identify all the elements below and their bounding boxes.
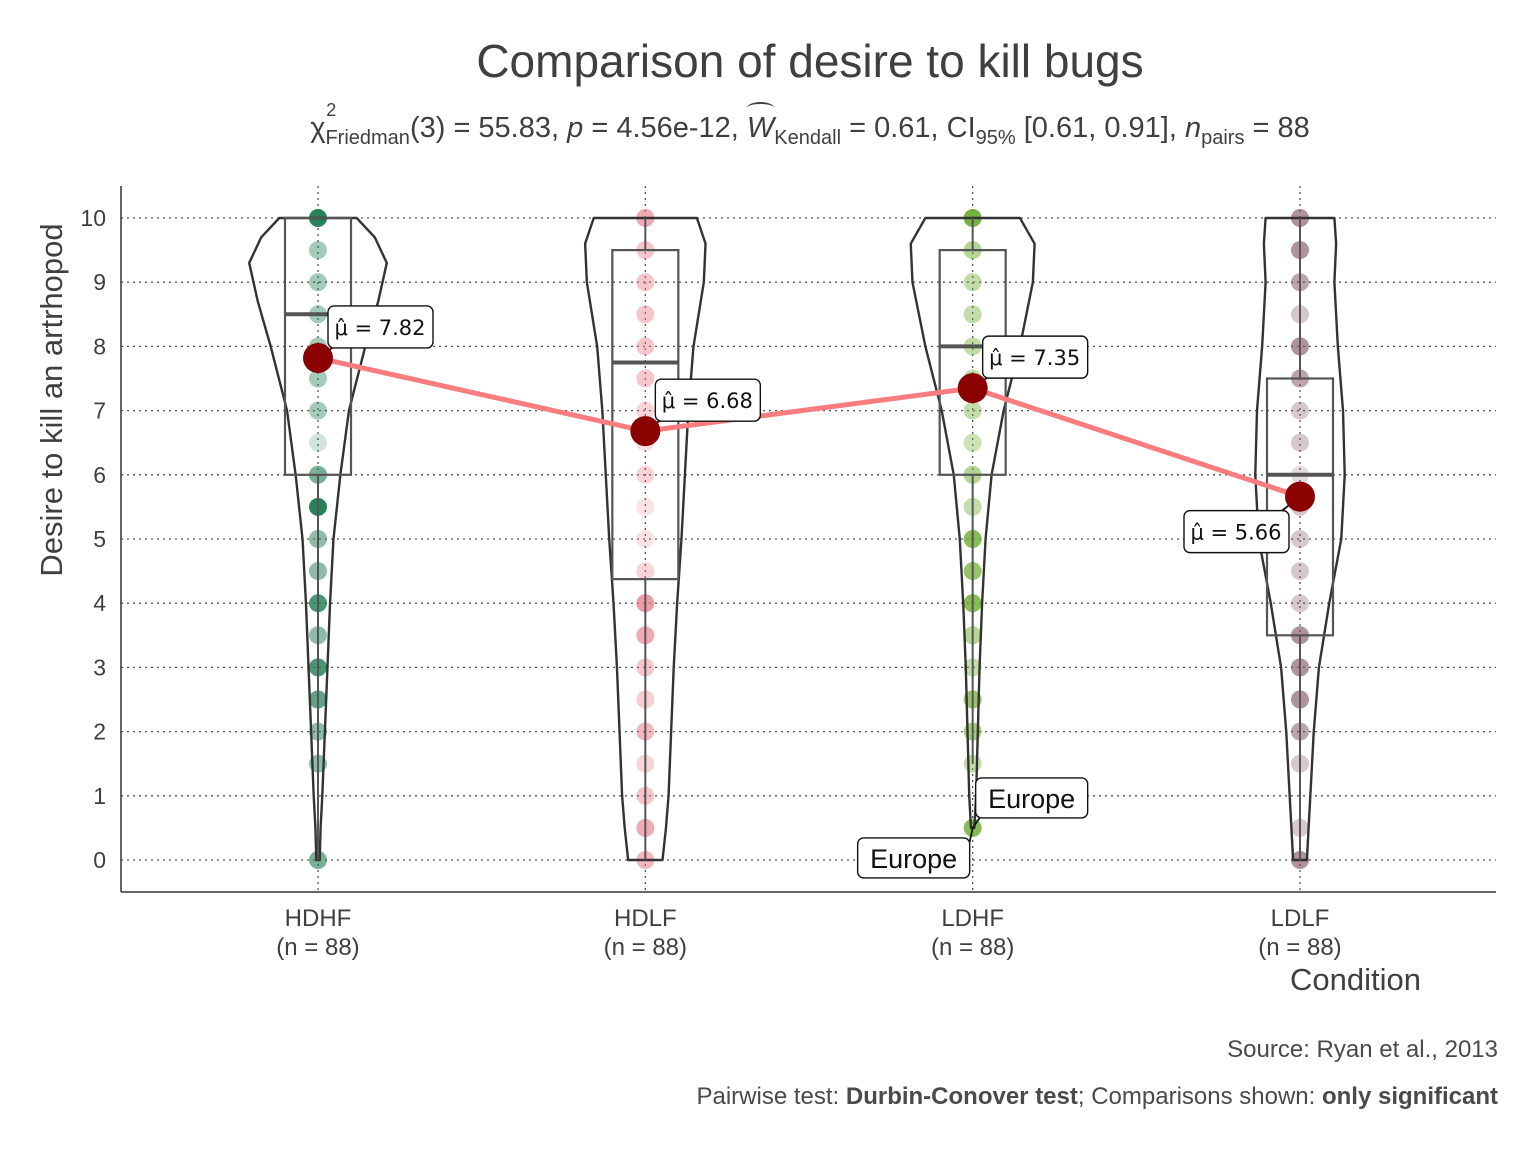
data-point bbox=[636, 562, 655, 581]
pairwise-note: Pairwise test: Durbin-Conover test; Comp… bbox=[696, 1083, 1498, 1111]
data-point bbox=[636, 465, 655, 484]
chi-sup: 2 bbox=[326, 100, 337, 120]
y-tick-label: 7 bbox=[93, 398, 106, 424]
mean-point bbox=[1285, 481, 1315, 512]
w-symbol: W bbox=[746, 102, 775, 144]
y-tick-label: 3 bbox=[93, 654, 106, 680]
data-point bbox=[963, 433, 982, 452]
data-point bbox=[963, 273, 982, 292]
x-tick-label: LDLF bbox=[1271, 905, 1330, 932]
x-tick-label: LDHF bbox=[941, 905, 1004, 932]
outlier-leader bbox=[968, 827, 974, 843]
data-point bbox=[636, 273, 655, 292]
x-tick-count: (n = 88) bbox=[604, 934, 687, 961]
mean-label-box bbox=[981, 335, 1089, 379]
ci-value: [0.61, 0.91], bbox=[1015, 112, 1185, 144]
chart-subtitle: χ 2 Friedman(3) = 55.83, p = 4.56e-12, WKe… bbox=[0, 100, 1536, 150]
y-tick-label: 4 bbox=[93, 590, 106, 616]
y-axis-label: Desire to kill an artrhopod bbox=[34, 223, 69, 577]
mean-line bbox=[317, 355, 1301, 500]
violin-outline bbox=[248, 216, 388, 862]
data-point bbox=[636, 497, 655, 516]
p-symbol: p bbox=[567, 112, 584, 144]
outlier-label-box bbox=[974, 777, 1089, 819]
data-point bbox=[636, 305, 655, 324]
mean-label-text: μ̂ = 7.35 bbox=[989, 346, 1080, 370]
data-point bbox=[1291, 562, 1309, 581]
x-tick-count: (n = 88) bbox=[1258, 934, 1341, 961]
outlier-leader bbox=[971, 817, 981, 829]
x-tick-label: HDHF bbox=[285, 905, 352, 932]
data-point bbox=[309, 273, 327, 292]
violin-outline bbox=[583, 216, 707, 862]
violin-outline bbox=[1254, 216, 1346, 862]
data-point bbox=[1291, 594, 1309, 613]
n-sub: pairs bbox=[1201, 127, 1245, 149]
chi-value: (3) = 55.83, bbox=[409, 112, 568, 144]
chart-title: Comparison of desire to kill bugs bbox=[476, 35, 1144, 87]
data-point bbox=[309, 401, 327, 420]
chi-sub: Friedman bbox=[325, 127, 410, 149]
data-point bbox=[636, 369, 655, 388]
y-tick-label: 8 bbox=[93, 333, 106, 359]
data-point bbox=[309, 433, 327, 452]
y-tick-label: 1 bbox=[93, 783, 106, 809]
n-value: = 88 bbox=[1244, 112, 1310, 144]
outlier-label-text: Europe bbox=[870, 844, 957, 874]
y-tick-label: 9 bbox=[93, 269, 106, 295]
mean-label-text: μ̂ = 6.68 bbox=[662, 389, 753, 413]
w-sub: Kendall bbox=[774, 127, 842, 149]
data-point bbox=[636, 530, 655, 548]
data-point bbox=[636, 337, 655, 356]
outlier-label-text: Europe bbox=[988, 784, 1075, 814]
mean-point bbox=[957, 373, 988, 404]
x-tick-count: (n = 88) bbox=[931, 934, 1014, 961]
y-tick-label: 10 bbox=[80, 205, 106, 231]
ci-sub: 95% bbox=[975, 127, 1016, 149]
w-value: = 0.61, CI bbox=[841, 112, 976, 144]
comparisons-prefix: ; Comparisons shown: bbox=[1077, 1083, 1322, 1110]
mean-label-box bbox=[327, 305, 434, 349]
data-point bbox=[309, 241, 327, 260]
pairwise-test: Durbin-Conover test bbox=[845, 1083, 1078, 1110]
mean-point bbox=[303, 342, 333, 373]
x-tick-label: HDLF bbox=[614, 905, 677, 932]
mean-label-text: μ̂ = 5.66 bbox=[1190, 521, 1281, 545]
y-tick-label: 6 bbox=[93, 462, 106, 488]
data-point bbox=[309, 369, 327, 388]
x-tick-count: (n = 88) bbox=[276, 934, 359, 961]
mean-label-text: μ̂ = 7.82 bbox=[334, 316, 425, 340]
data-point bbox=[963, 305, 982, 324]
n-symbol: n bbox=[1184, 112, 1202, 144]
data-point bbox=[963, 401, 982, 420]
mean-point bbox=[630, 416, 661, 447]
y-tick-label: 0 bbox=[93, 847, 106, 873]
x-axis-label: Condition bbox=[1290, 962, 1421, 997]
pairwise-prefix: Pairwise test: bbox=[696, 1083, 846, 1110]
comparisons-value: only significant bbox=[1321, 1083, 1498, 1110]
caption: Source: Ryan et al., 2013 bbox=[1227, 1036, 1498, 1063]
data-point bbox=[1291, 401, 1309, 420]
outlier-label-box bbox=[856, 837, 971, 879]
p-value: = 4.56e-12, bbox=[583, 112, 747, 144]
y-tick-label: 5 bbox=[93, 526, 106, 552]
mean-label-box bbox=[1183, 509, 1290, 554]
chi-symbol: χ 2 Friedman bbox=[310, 100, 410, 149]
violin-outline bbox=[909, 216, 1036, 830]
mean-label-box bbox=[654, 378, 762, 422]
y-tick-label: 2 bbox=[93, 719, 106, 745]
data-point bbox=[1291, 433, 1309, 452]
data-point bbox=[1291, 530, 1309, 548]
data-point bbox=[636, 401, 655, 420]
